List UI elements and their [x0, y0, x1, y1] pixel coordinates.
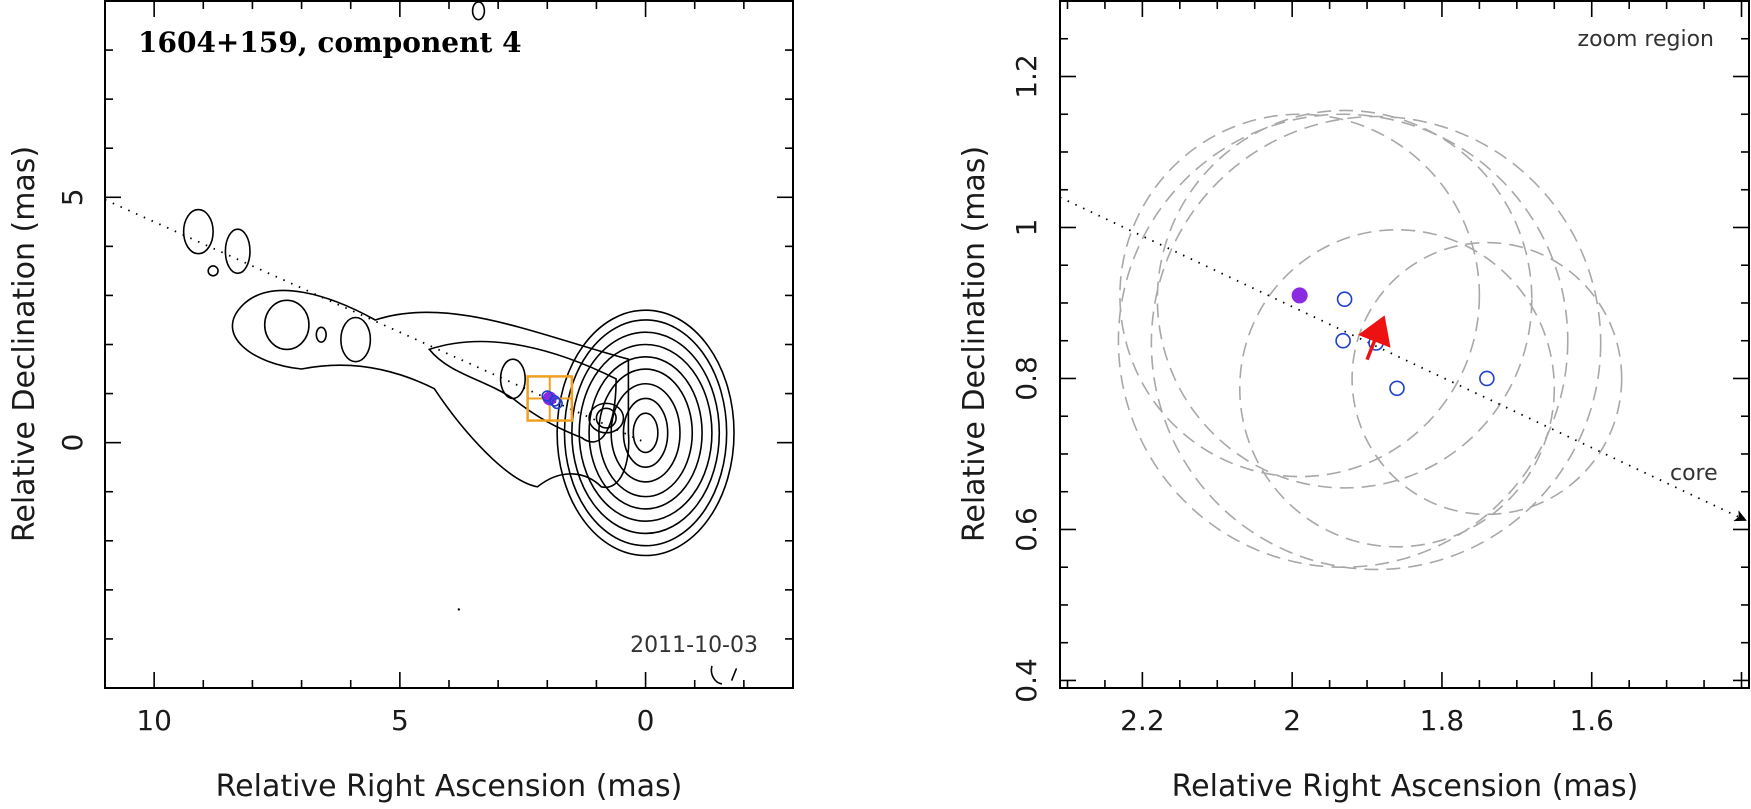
filled-component-point: [1291, 287, 1308, 304]
core-contour: [598, 368, 694, 498]
uncertainty-circle: [1119, 113, 1481, 478]
uncertainty-circle: [1351, 241, 1623, 516]
core-direction-line: [1059, 196, 1747, 522]
left-y-axis-label: Relative Declination (mas): [7, 146, 42, 542]
left-panel-title: 1604+159, component 4: [138, 26, 522, 59]
core-label: core: [1670, 461, 1718, 486]
uncertainty-circle: [1117, 113, 1569, 569]
core-contour: [595, 407, 617, 429]
uncertainty-circle: [1238, 228, 1556, 548]
contour-island: [499, 358, 526, 400]
contour-island: [207, 265, 219, 277]
y-tick-label: 0.8: [1010, 356, 1043, 401]
x-tick-label: 10: [136, 704, 172, 737]
left-x-axis-label: Relative Right Ascension (mas): [216, 769, 683, 804]
left-ticks: [104, 0, 793, 689]
uncertainty-circle: [1150, 115, 1602, 571]
y-tick-label: 0.6: [1010, 507, 1043, 552]
core-contour: [563, 319, 728, 547]
observation-date: 2011-10-03: [630, 633, 758, 658]
x-tick-label: 1.6: [1569, 704, 1614, 737]
contour-island: [471, 1, 486, 21]
velocity-arrow: [1358, 315, 1391, 361]
beam-axis: [730, 668, 738, 681]
y-tick-label: 5: [56, 188, 89, 206]
uncertainty-circles: [1117, 109, 1623, 571]
x-tick-label: 2: [1283, 704, 1301, 737]
x-tick-label: 0: [637, 704, 655, 737]
contour-map-panel: 10 5 050 1604+159, component 4 2011-10-03 …: [7, 0, 794, 804]
open-component-point: [541, 390, 554, 402]
core-contour: [632, 412, 659, 454]
right-y-axis-label: Relative Declination (mas): [957, 146, 992, 542]
right-tick-labels: 2.2 2 1.8 1.6 0.4 0.6 0.8 1 1.2: [1010, 54, 1614, 737]
right-x-axis-label: Relative Right Ascension (mas): [1172, 769, 1639, 804]
x-tick-label: 2.2: [1120, 704, 1165, 737]
contour-island: [340, 316, 372, 363]
uncertainty-circle: [1156, 109, 1533, 489]
core-contour: [556, 309, 735, 557]
contour-island: [263, 299, 310, 351]
core-contour: [578, 343, 713, 522]
core-contour: [588, 402, 625, 434]
right-panel-title: zoom region: [1578, 27, 1714, 52]
right-plot-frame: [1059, 0, 1750, 689]
jet-outer-contour: [231, 289, 630, 489]
jet-axis-line: [104, 198, 646, 444]
core-contour: [571, 331, 721, 535]
contour-island: [182, 208, 214, 255]
open-component-point: [1389, 380, 1405, 397]
left-tick-labels: 10 5 0 5 0: [56, 188, 654, 737]
core-contour: [622, 397, 669, 468]
y-tick-label: 0.4: [1010, 658, 1043, 703]
contour-island: [224, 228, 251, 275]
y-tick-label: 1: [1010, 219, 1043, 237]
x-tick-label: 1.8: [1420, 704, 1465, 737]
right-ticks: [1060, 0, 1749, 688]
y-tick-label: 0: [56, 434, 89, 452]
open-component-point: [1335, 332, 1351, 349]
contour-speck: [457, 608, 461, 611]
x-tick-label: 5: [391, 704, 409, 737]
contour-island: [315, 326, 327, 343]
beam-outline: [710, 665, 723, 685]
component-marker: [526, 375, 574, 422]
open-component-point: [1479, 370, 1495, 387]
component-positions: [1291, 287, 1495, 397]
open-component-point: [1336, 291, 1353, 308]
core-contour: [588, 355, 703, 510]
zoom-region-panel: 2.2 2 1.8 1.6 0.4 0.6 0.8 1 1.2 zoom region core…: [957, 0, 1750, 804]
y-tick-label: 1.2: [1010, 54, 1043, 99]
contour-lines: [182, 1, 738, 685]
open-component-point: [551, 397, 563, 410]
jet-outer-contour: [427, 340, 617, 443]
